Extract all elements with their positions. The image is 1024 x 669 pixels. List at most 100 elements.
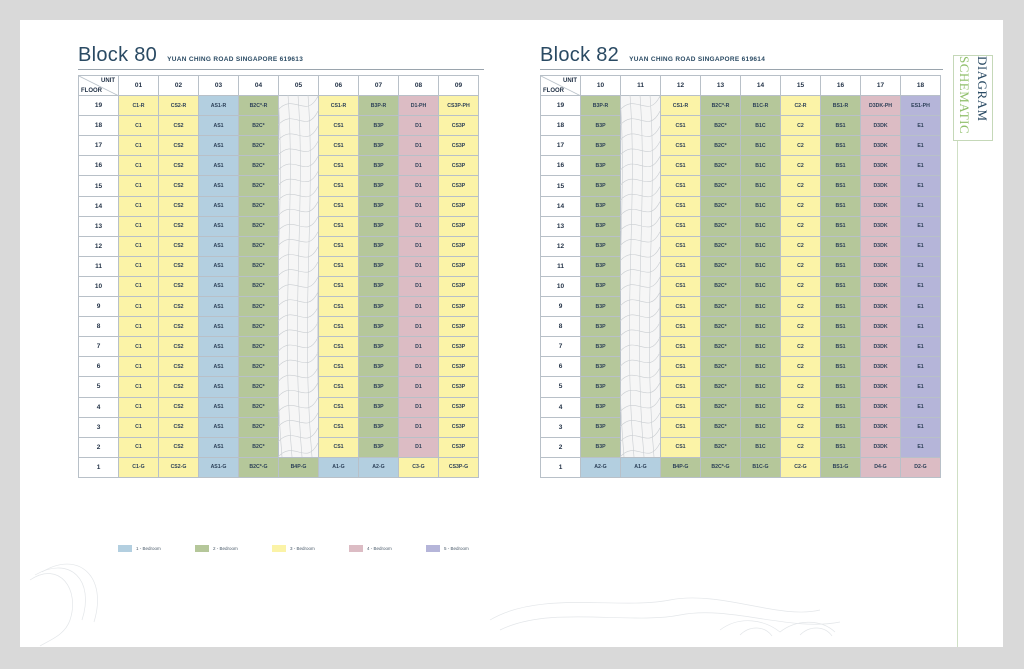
unit-type-cell: E1 xyxy=(900,336,941,358)
unit-type-cell: BS1 xyxy=(820,235,861,257)
floor-number: 3 xyxy=(78,416,119,438)
unit-type-cell: D3DK xyxy=(860,215,901,237)
block-82-address: YUAN CHING ROAD SINGAPORE 619614 xyxy=(629,56,766,63)
floor-row: 7 B3P CS1 B2C* B1C C2 BS1 D3DK E1 xyxy=(540,336,941,358)
unit-type-cell: C2 xyxy=(780,155,821,177)
unit-type-cell: B2C* xyxy=(238,135,279,157)
unit-type-cell: D4-G xyxy=(860,456,901,478)
unit-type-cell: B2C*-R xyxy=(700,95,741,117)
unit-type-cell: C1-R xyxy=(118,95,159,117)
unit-type-cell: CS3P xyxy=(438,416,479,438)
unit-type-cell: B2C*-G xyxy=(700,456,741,478)
unit-type-cell: B2C* xyxy=(238,336,279,358)
unit-type-cell: CS3P xyxy=(438,336,479,358)
floor-row: 15 C1 CS2 AS1 B2C* CS1 B3P D1 CS3P xyxy=(78,175,479,197)
unit-type-cell: AS1 xyxy=(198,155,239,177)
unit-type-cell: CS1 xyxy=(660,175,701,197)
unit-type-cell: AS1 xyxy=(198,175,239,197)
unit-type-cell: AS1 xyxy=(198,235,239,257)
unit-type-cell: E1 xyxy=(900,135,941,157)
void-cell xyxy=(620,216,661,237)
unit-type-cell: B2C* xyxy=(238,396,279,418)
unit-type-cell: CS1 xyxy=(660,235,701,257)
floor-row: 12 C1 CS2 AS1 B2C* CS1 B3P D1 CS3P xyxy=(78,235,479,257)
unit-type-cell: B2C* xyxy=(700,336,741,358)
floor-row: 19 C1-R CS2-R AS1-R B2C*-R CS1-R B3P-R D1-PH CS3… xyxy=(78,95,479,117)
unit-type-cell: B2C* xyxy=(700,416,741,438)
unit-type-cell: B3P xyxy=(358,336,399,358)
unit-floor-corner: UNIT FLOOR xyxy=(540,74,581,97)
unit-type-cell: B2C* xyxy=(238,215,279,237)
unit-type-cell: C1 xyxy=(118,255,159,277)
unit-type-cell: CS3P xyxy=(438,255,479,277)
unit-type-cell: CS1 xyxy=(660,376,701,398)
floor-row: 14 C1 CS2 AS1 B2C* CS1 B3P D1 CS3P xyxy=(78,195,479,217)
unit-type-cell: B3P xyxy=(580,195,621,217)
unit-type-cell: D3DK xyxy=(860,416,901,438)
unit-type-cell: B3P xyxy=(358,296,399,318)
unit-type-cell: B2C* xyxy=(238,376,279,398)
floor-number: 7 xyxy=(78,336,119,358)
unit-type-cell: CS2 xyxy=(158,135,199,157)
unit-type-cell: B1C xyxy=(740,396,781,418)
legend-swatch xyxy=(426,545,440,552)
unit-type-cell: C1 xyxy=(118,235,159,257)
unit-type-cell: B2C* xyxy=(238,296,279,318)
unit-type-cell: C3-G xyxy=(398,456,439,478)
unit-type-cell: E1 xyxy=(900,255,941,277)
unit-type-cell: C2 xyxy=(780,275,821,298)
unit-type-cell: B2C* xyxy=(238,115,279,137)
unit-type-cell: BS1 xyxy=(820,376,861,398)
unit-type-cell: BS1 xyxy=(820,296,861,318)
floor-number: 17 xyxy=(540,135,581,157)
unit-type-cell: B3P xyxy=(358,115,399,137)
unit-type-cell: CS1 xyxy=(660,336,701,358)
unit-type-cell: B3P xyxy=(580,235,621,257)
unit-type-cell: D3DK xyxy=(860,275,901,298)
unit-type-cell: BS1 xyxy=(820,175,861,197)
unit-type-cell: D2-G xyxy=(900,456,941,478)
floor-number: 2 xyxy=(78,436,119,458)
unit-type-cell: B2C* xyxy=(700,135,741,157)
floor-row: 11 C1 CS2 AS1 B2C* CS1 B3P D1 CS3P xyxy=(78,255,479,277)
floor-row: 2 B3P CS1 B2C* B1C C2 BS1 D3DK E1 xyxy=(540,436,941,458)
unit-type-cell: B3P xyxy=(358,396,399,418)
void-cell xyxy=(278,95,319,116)
unit-type-cell: E1 xyxy=(900,115,941,137)
unit-type-cell: D3DK xyxy=(860,135,901,157)
unit-type-cell: C2 xyxy=(780,336,821,358)
unit-type-cell: B2C* xyxy=(238,356,279,378)
unit-type-cell: B1C-G xyxy=(740,456,781,478)
floor-number: 4 xyxy=(78,396,119,418)
unit-type-cell: D3DK-PH xyxy=(860,95,901,117)
unit-type-cell: B1C xyxy=(740,215,781,237)
unit-type-cell: CS3P xyxy=(438,275,479,298)
unit-type-cell: C2 xyxy=(780,436,821,458)
unit-type-cell: BS1 xyxy=(820,416,861,438)
unit-type-cell: BS1 xyxy=(820,135,861,157)
unit-type-cell: B3P xyxy=(358,215,399,237)
unit-type-cell: CS1-R xyxy=(660,95,701,117)
unit-type-cell: CS1 xyxy=(318,436,359,458)
floor-number: 1 xyxy=(78,456,119,478)
unit-type-cell: E1 xyxy=(900,316,941,338)
unit-type-cell: E1 xyxy=(900,436,941,458)
floor-number: 11 xyxy=(78,255,119,277)
unit-type-cell: D3DK xyxy=(860,356,901,378)
unit-type-cell: CS3P xyxy=(438,195,479,217)
unit-type-cell: CS2 xyxy=(158,356,199,378)
void-cell xyxy=(278,296,319,317)
side-tab-line2: DIAGRAM xyxy=(975,56,990,122)
unit-type-cell: CS3P xyxy=(438,215,479,237)
unit-type-cell: CS1 xyxy=(660,396,701,418)
unit-type-cell: D3DK xyxy=(860,336,901,358)
unit-type-cell: D3DK xyxy=(860,175,901,197)
unit-type-cell: A1-G xyxy=(620,456,661,478)
unit-type-cell: C2-G xyxy=(780,456,821,478)
floor-number: 3 xyxy=(540,416,581,438)
unit-type-cell: C2 xyxy=(780,195,821,217)
unit-type-cell: B2C* xyxy=(700,195,741,217)
unit-type-cell: D1 xyxy=(398,336,439,358)
floor-row: 17 B3P CS1 B2C* B1C C2 BS1 D3DK E1 xyxy=(540,135,941,157)
unit-type-cell: B3P xyxy=(580,396,621,418)
